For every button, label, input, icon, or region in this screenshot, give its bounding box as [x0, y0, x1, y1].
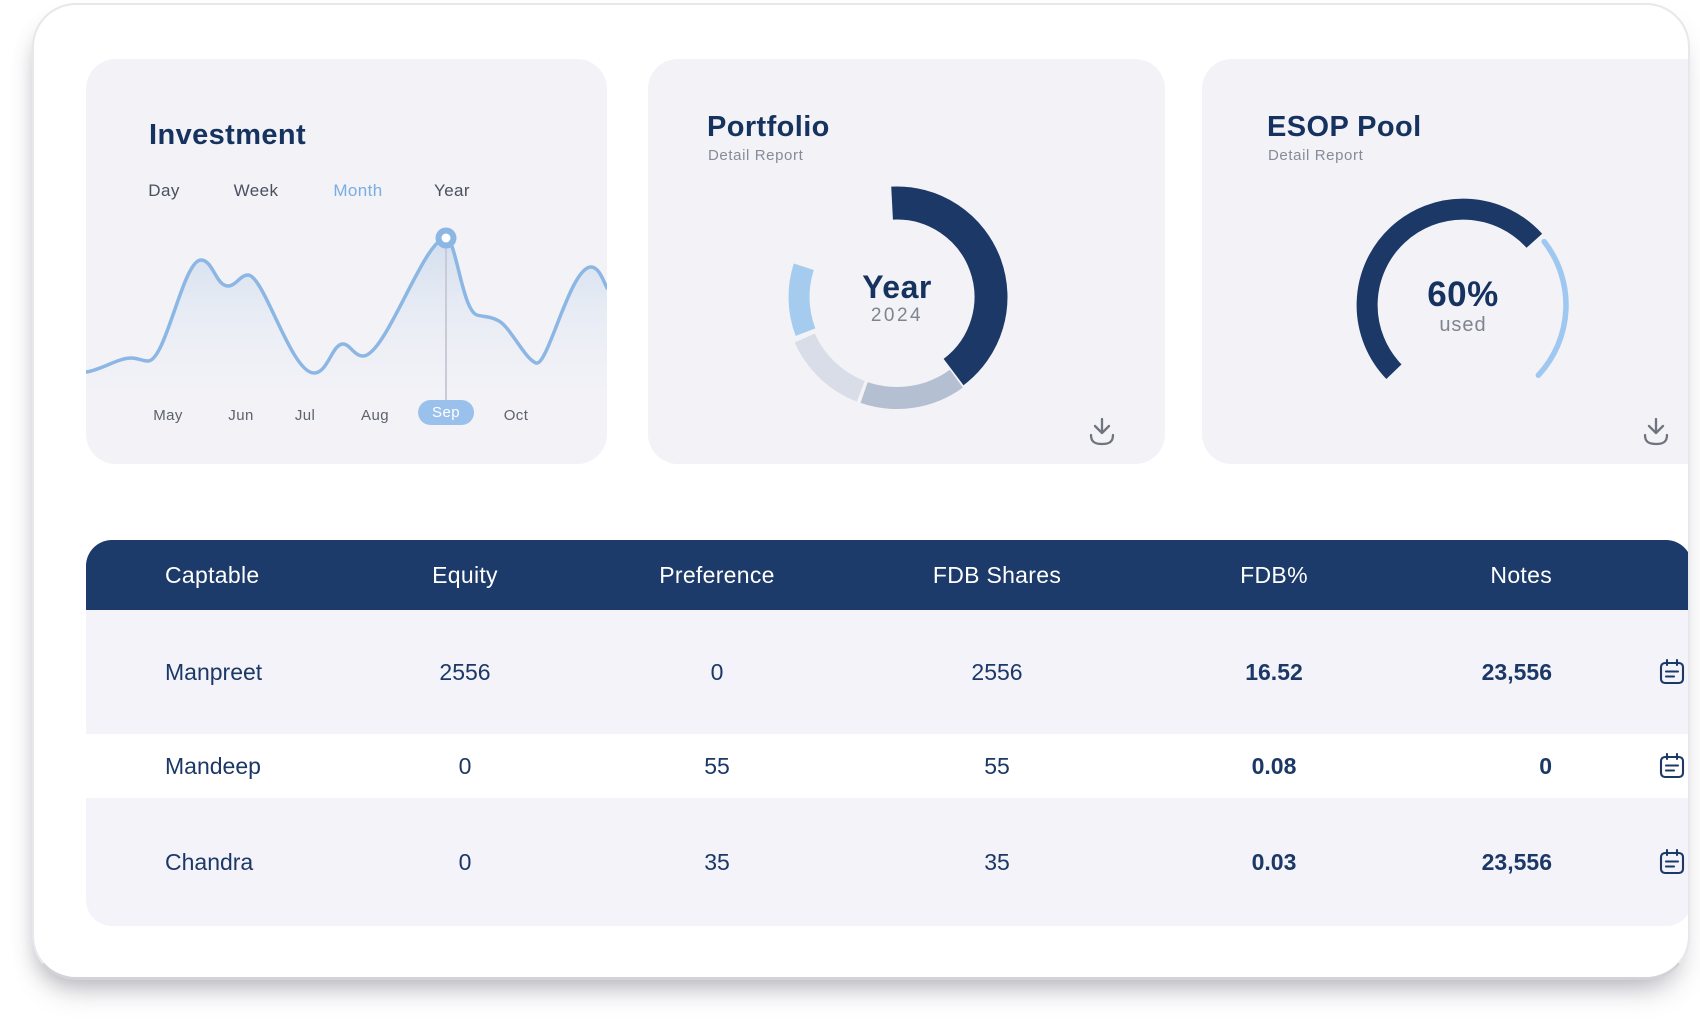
notes-button[interactable]: [1652, 750, 1688, 782]
portfolio-donut-chart: [788, 186, 1008, 409]
month-label-jul[interactable]: Jul: [294, 407, 316, 424]
esop-percent-value: 60%: [1427, 275, 1499, 315]
row-fdb-pct: 16.52: [1245, 658, 1303, 685]
month-label-may[interactable]: May: [153, 407, 183, 424]
month-label-sep-selected[interactable]: Sep: [418, 400, 474, 425]
portfolio-center-label: Year: [862, 269, 932, 306]
row-notes: 0: [1539, 752, 1552, 779]
esop-gauge-center: 60% used: [1427, 275, 1499, 337]
esop-subtitle: Detail Report: [1268, 147, 1364, 164]
chart-line: [86, 236, 607, 375]
month-label-jun[interactable]: Jun: [228, 407, 254, 424]
notepad-icon: [1659, 848, 1685, 875]
tab-day[interactable]: Day: [148, 181, 180, 200]
row-fdb-shares: 55: [984, 752, 1010, 779]
tab-year[interactable]: Year: [434, 181, 470, 200]
notepad-icon: [1659, 752, 1685, 779]
esop-download-button[interactable]: [1638, 412, 1674, 448]
portfolio-download-button[interactable]: [1084, 412, 1120, 448]
esop-percent-label: used: [1439, 313, 1487, 336]
investment-card: Investment Day Week Month Year May Jun J…: [86, 59, 607, 464]
gauge-track-arc: [1535, 238, 1569, 378]
tab-week[interactable]: Week: [233, 181, 279, 200]
notes-button[interactable]: [1652, 846, 1688, 878]
header-notes: Notes: [1490, 561, 1552, 588]
header-captable: Captable: [165, 561, 260, 588]
download-icon: [1643, 417, 1669, 446]
row-name: Chandra: [165, 848, 254, 875]
header-fdb-shares: FDB Shares: [932, 561, 1062, 588]
row-equity: 2556: [439, 658, 491, 685]
tab-month[interactable]: Month: [333, 181, 383, 200]
table-header-row: Captable Equity Preference FDB Shares FD…: [86, 540, 1688, 610]
table-row: Chandra 0 35 35 0.03 23,556: [86, 798, 1688, 926]
captable-table: Captable Equity Preference FDB Shares FD…: [86, 540, 1688, 926]
donut-segment-lightgray: [794, 333, 866, 402]
donut-segment-silver: [860, 369, 963, 409]
month-label-aug[interactable]: Aug: [361, 407, 389, 424]
row-preference: 0: [710, 658, 724, 685]
header-preference: Preference: [659, 561, 775, 588]
portfolio-subtitle: Detail Report: [708, 147, 804, 164]
gauge-filled-arc: [1356, 198, 1543, 379]
investment-area-chart: [86, 227, 607, 412]
row-notes: 23,556: [1481, 658, 1552, 685]
row-equity: 0: [458, 848, 472, 875]
donut-segment-blue: [788, 263, 816, 336]
row-name: Manpreet: [165, 658, 263, 685]
header-fdb-pct: FDB%: [1240, 561, 1308, 588]
esop-title: ESOP Pool: [1267, 111, 1422, 143]
esop-gauge-chart: [1356, 198, 1569, 379]
investment-title: Investment: [149, 119, 307, 151]
chart-area-fill: [86, 238, 607, 412]
portfolio-card: Portfolio Detail Report Year 2024: [648, 59, 1165, 464]
row-fdb-pct: 0.03: [1251, 848, 1297, 875]
donut-segment-navy: [891, 186, 1008, 386]
portfolio-title: Portfolio: [707, 111, 830, 143]
portfolio-donut-center: Year 2024: [862, 271, 932, 327]
row-equity: 0: [458, 752, 472, 779]
header-equity: Equity: [432, 561, 498, 588]
download-icon: [1089, 417, 1115, 446]
notes-button[interactable]: [1652, 656, 1688, 688]
dashboard-panel: Investment Day Week Month Year May Jun J…: [32, 3, 1690, 980]
row-preference: 55: [704, 752, 730, 779]
chart-marker[interactable]: [435, 227, 457, 249]
row-preference: 35: [704, 848, 730, 875]
row-fdb-shares: 35: [984, 848, 1010, 875]
month-label-oct[interactable]: Oct: [503, 407, 529, 424]
esop-pool-card: ESOP Pool Detail Report 60% used: [1202, 59, 1688, 464]
row-name: Mandeep: [165, 752, 261, 779]
row-fdb-pct: 0.08: [1251, 752, 1297, 779]
table-row: Mandeep 0 55 55 0.08 0: [86, 734, 1688, 798]
row-fdb-shares: 2556: [971, 658, 1023, 685]
notepad-icon: [1659, 658, 1685, 685]
row-notes: 23,556: [1481, 848, 1552, 875]
table-row: Manpreet 2556 0 2556 16.52 23,556: [86, 610, 1688, 734]
portfolio-center-value: 2024: [870, 304, 924, 326]
